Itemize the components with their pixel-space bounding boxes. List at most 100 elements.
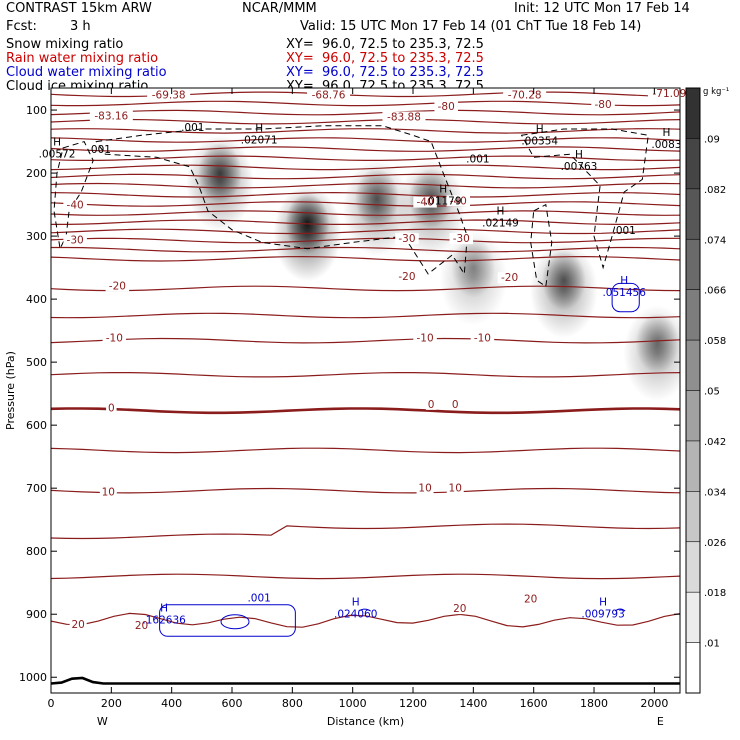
isotherm-label: 0 — [428, 399, 435, 411]
colorbar-swatch — [686, 188, 700, 240]
colorbar-swatch — [686, 440, 700, 492]
isotherm — [51, 285, 680, 292]
isotherm-label: -40 — [450, 195, 467, 207]
isotherm-label: -20 — [398, 271, 415, 283]
isotherm-label-bg — [497, 272, 522, 284]
colorbar-swatch — [686, 88, 700, 139]
colorbar-swatch — [686, 138, 700, 189]
cloud-water-contour — [159, 604, 296, 637]
cloud-ice-contour — [53, 140, 94, 251]
y-tick-label: 200 — [26, 167, 47, 180]
isotherm-label: -10 — [474, 333, 491, 345]
isotherm-label: -80 — [594, 99, 611, 111]
cloud-ice-contour — [520, 128, 649, 270]
isotherm-label-bg — [99, 486, 117, 498]
west-label: W — [97, 715, 108, 728]
snow-maximum — [635, 313, 680, 374]
isotherm — [51, 164, 680, 171]
x-tick-label: 600 — [222, 697, 243, 710]
cloud-ice-label: .001 — [88, 144, 111, 156]
isotherm — [51, 228, 680, 235]
legend-snow: Snow mixing ratio — [6, 37, 124, 52]
colorbar-tick-label: .066 — [704, 286, 726, 297]
isotherm — [51, 155, 680, 162]
isotherm-label: 0 — [108, 403, 115, 415]
isotherm-label-bg — [395, 233, 419, 245]
x-tick-label: 2000 — [640, 697, 668, 710]
snow-maximum — [541, 250, 586, 311]
isotherm — [51, 523, 680, 540]
legend-cloud-water: Cloud water mixing ratio — [6, 65, 167, 80]
isotherm-label-bg — [147, 89, 191, 101]
isotherm-label: -80 — [438, 101, 455, 113]
cloud-ice-label: .001 — [181, 122, 204, 134]
east-label: E — [657, 715, 664, 728]
x-tick-label: 1400 — [459, 697, 487, 710]
colorbar: .01 .018 .026 .034 .042 .05 .058 .066 .074 .082 .0… — [685, 87, 729, 694]
temperature-contours — [51, 91, 680, 628]
fcst-label: Fcst: — [6, 19, 37, 34]
terrain-line — [51, 676, 680, 685]
isotherm — [51, 173, 680, 180]
isotherm — [51, 487, 680, 494]
isotherm — [51, 407, 680, 415]
isotherm-label: -40 — [67, 200, 84, 212]
colorbar-swatch — [686, 541, 700, 593]
isotherm-label: 0 — [452, 399, 459, 411]
isotherm-label-bg — [449, 233, 474, 245]
cloud-ice-label: .001 — [612, 225, 635, 237]
colorbar-tick-label: .082 — [704, 185, 726, 196]
model-title: CONTRAST 15km ARW — [6, 1, 152, 16]
isotherm-label: 20 — [524, 594, 537, 606]
cloud-ice-contours — [53, 125, 649, 288]
x-tick-label: 0 — [48, 697, 55, 710]
isotherm-label: -30 — [453, 233, 470, 245]
cloud-water-max-value: .051456 — [602, 287, 646, 299]
org-label: NCAR/MMM — [242, 1, 317, 16]
isotherm-label-bg — [425, 398, 437, 410]
cloud-water-contour — [358, 608, 371, 612]
isotherm — [51, 246, 680, 253]
y-tick-label: 500 — [26, 356, 47, 369]
isotherm — [51, 237, 680, 244]
terrain-line — [51, 676, 680, 685]
snow-maximum — [451, 237, 496, 298]
legend-cloud-water-xy: XY= 96.0, 72.5 to 235.3, 72.5 — [286, 65, 484, 80]
x-axis-label: Distance (km) — [327, 715, 404, 728]
cloud-ice-max-symbol: H — [53, 136, 61, 148]
isotherm-label: 10 — [102, 486, 115, 498]
isotherm-label-bg — [434, 100, 458, 112]
y-tick-label: 800 — [26, 545, 47, 558]
cloud-water-contours — [159, 282, 640, 637]
isotherm-label-bg — [416, 482, 434, 494]
colorbar-swatch — [686, 340, 700, 391]
plot-frame — [50, 87, 681, 694]
y-tick-label: 300 — [26, 230, 47, 243]
init-time: Init: 12 UTC Mon 17 Feb 14 — [514, 1, 690, 16]
colorbar-tick-label: .01 — [704, 639, 720, 650]
isotherm — [51, 109, 680, 116]
cloud-ice-max-symbol: H — [662, 127, 670, 139]
isotherm — [51, 128, 680, 134]
isotherm-label-bg — [591, 98, 615, 110]
isotherm-label-bg — [451, 603, 469, 615]
cloud-water-max-symbol: H — [160, 603, 168, 615]
x-tick-label: 800 — [282, 697, 303, 710]
fcst-value: 3 h — [70, 19, 91, 34]
x-tick-label: 1200 — [399, 697, 427, 710]
colorbar-swatch — [686, 390, 700, 441]
isotherm-label: -83.16 — [94, 110, 128, 122]
isotherm — [51, 182, 680, 189]
isotherm — [51, 201, 680, 207]
isotherm-label: -71.09 — [653, 88, 687, 100]
isotherm — [51, 219, 680, 225]
isotherm — [51, 447, 680, 454]
isotherm-label: -70.28 — [508, 89, 542, 101]
snow-maximum — [197, 143, 242, 204]
isotherm — [51, 137, 680, 143]
legend-rain-xy: XY= 96.0, 72.5 to 235.3, 72.5 — [286, 51, 484, 66]
colorbar-tick-label: .09 — [704, 134, 720, 145]
y-tick-label: 1000 — [19, 671, 47, 684]
cloud-ice-label: .001 — [466, 153, 489, 165]
